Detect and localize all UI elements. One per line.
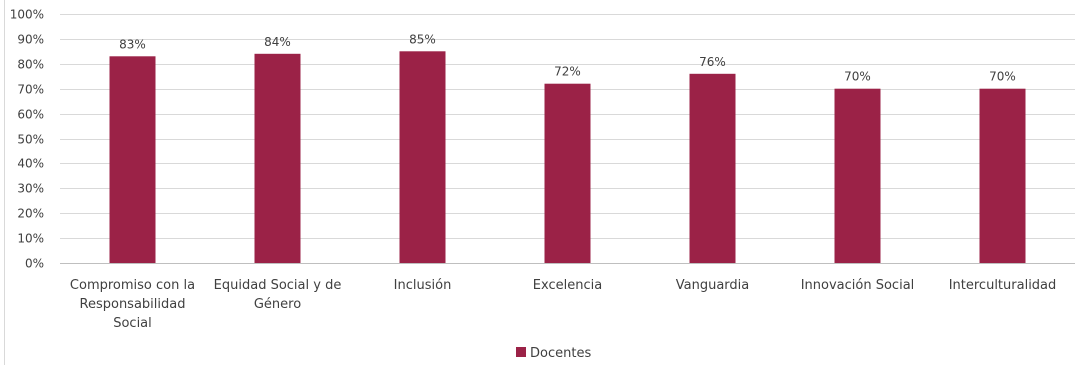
- data-label: 70%: [989, 70, 1016, 84]
- bar: [254, 53, 301, 263]
- data-label: 84%: [264, 35, 291, 49]
- x-tick-label: Inclusión: [394, 278, 452, 293]
- y-tick-label: 40%: [17, 157, 44, 171]
- bar: [399, 51, 446, 263]
- legend: Docentes: [516, 346, 591, 361]
- y-tick-label: 0%: [25, 257, 44, 271]
- data-label: 72%: [554, 65, 581, 79]
- y-tick-label: 60%: [17, 108, 44, 122]
- bar: [109, 56, 156, 263]
- y-tick-label: 100%: [10, 8, 44, 22]
- x-tick-label: Responsabilidad: [80, 297, 186, 312]
- bar: [689, 73, 736, 263]
- x-tick-label: Género: [254, 297, 301, 312]
- y-tick-label: 80%: [17, 58, 44, 72]
- x-tick-label: Compromiso con la: [70, 278, 195, 293]
- x-tick-label: Vanguardia: [676, 278, 750, 293]
- x-tick-label: Innovación Social: [801, 278, 915, 293]
- data-label: 85%: [409, 32, 436, 46]
- legend-swatch: [516, 347, 526, 357]
- x-tick-label: Interculturalidad: [949, 278, 1057, 293]
- y-tick-label: 20%: [17, 207, 44, 221]
- y-tick-label: 90%: [17, 33, 44, 47]
- data-label: 70%: [844, 70, 871, 84]
- y-tick-label: 10%: [17, 232, 44, 246]
- y-tick-label: 50%: [17, 133, 44, 147]
- bar: [544, 83, 591, 263]
- x-tick-label: Excelencia: [533, 278, 602, 293]
- x-tick-label: Social: [113, 316, 152, 331]
- data-label: 76%: [699, 55, 726, 69]
- bar: [979, 88, 1026, 263]
- y-tick-label: 30%: [17, 182, 44, 196]
- x-tick-label: Equidad Social y de: [214, 278, 342, 293]
- legend-label: Docentes: [530, 346, 591, 361]
- bar: [834, 88, 881, 263]
- data-label: 83%: [119, 37, 146, 51]
- y-tick-label: 70%: [17, 83, 44, 97]
